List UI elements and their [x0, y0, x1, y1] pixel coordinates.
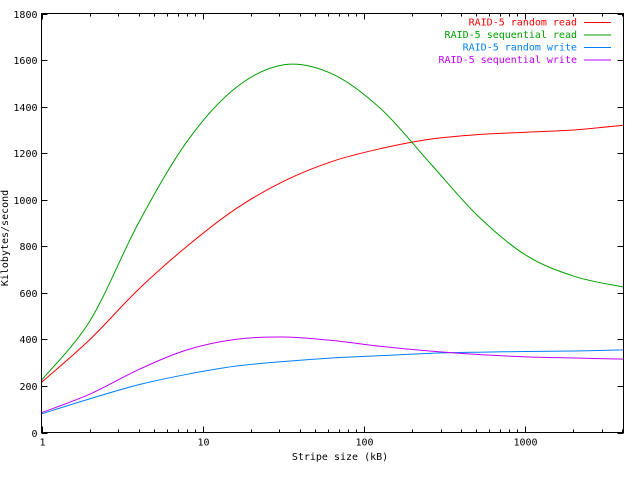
- series-line-raid-5-sequential-write: [41, 336, 624, 414]
- y-tick-label: 400: [19, 335, 37, 346]
- y-axis-label: Kilobytes/second: [0, 190, 11, 286]
- x-minor-ticks: [90, 13, 623, 433]
- series-lines: [41, 63, 624, 415]
- y-tick-label: 1400: [13, 103, 37, 114]
- x-axis-ticks: 1 10 100 1000: [39, 13, 538, 449]
- y-tick-label: 800: [19, 242, 37, 253]
- y-tick-label: 600: [19, 289, 37, 300]
- y-tick-label: 1200: [13, 149, 37, 160]
- plot-frame: [41, 13, 624, 433]
- x-tick-label: 100: [355, 438, 373, 449]
- legend-label: RAID-5 sequential read: [445, 30, 577, 41]
- legend-label: RAID-5 random read: [469, 18, 577, 29]
- series-line-raid-5-random-read: [41, 124, 624, 383]
- series-line-raid-5-sequential-read: [41, 63, 624, 381]
- y-axis-ticks: 0 200 400 600 800 1000 1200 1400 1600 1800: [13, 10, 624, 440]
- x-axis-label: Stripe size (kB): [292, 452, 388, 463]
- y-tick-label: 0: [31, 429, 37, 440]
- x-tick-label: 10: [197, 438, 209, 449]
- x-tick-label: 1000: [513, 438, 537, 449]
- y-tick-label: 200: [19, 382, 37, 393]
- series-line-raid-5-random-write: [41, 349, 624, 415]
- x-tick-label: 1: [39, 438, 45, 449]
- y-tick-label: 1000: [13, 196, 37, 207]
- y-tick-label: 1600: [13, 56, 37, 67]
- legend-label: RAID-5 random write: [463, 43, 577, 54]
- legend-label: RAID-5 sequential write: [439, 55, 577, 66]
- y-tick-label: 1800: [13, 10, 37, 21]
